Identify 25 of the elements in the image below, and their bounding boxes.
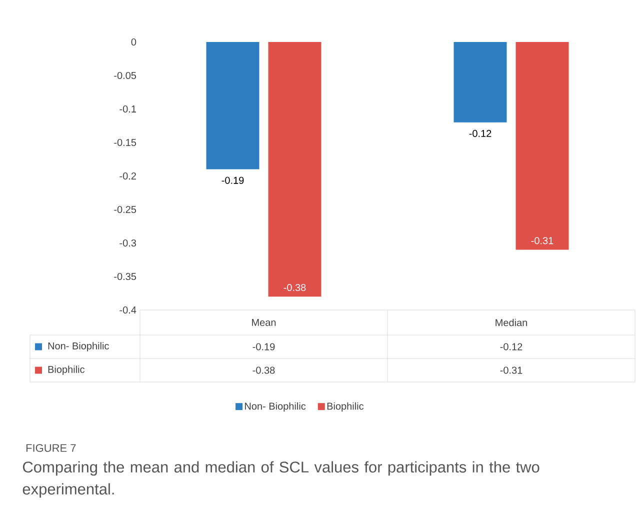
data-label: -0.12 (500, 343, 522, 350)
data-label: -0.19 (252, 343, 275, 350)
y-tick-label: -0.05 (114, 72, 136, 80)
text: -0.38 (284, 284, 306, 292)
caption: FIGURE 7 (26, 444, 76, 452)
text: -0.19 (222, 176, 244, 184)
y-tick-label: -0.3 (120, 239, 136, 247)
text: -0.31 (531, 237, 554, 244)
y-tick-label: -0.2 (120, 172, 136, 180)
data-label: -0.31 (500, 366, 522, 374)
y-tick-label: -0.35 (114, 272, 136, 280)
x-tick-label: Mean (252, 319, 276, 326)
legend-label: Biophilic (327, 402, 364, 412)
data-label: -0.38 (252, 366, 275, 374)
legend-label: Non- Biophilic (48, 342, 109, 352)
text: Biophilic (48, 366, 85, 375)
y-tick-label: -0.15 (114, 138, 136, 146)
text: -0.12 (469, 130, 492, 138)
y-tick-label: -0.25 (114, 206, 136, 214)
x-tick-label: Median (496, 318, 527, 326)
y-tick-label: -0.4 (120, 306, 136, 314)
text: Non- Biophilic (245, 402, 306, 412)
text: Comparing the mean and median of SCL values for participants in the two experimental. (22, 461, 540, 498)
y-tick-label: 0 (131, 38, 136, 46)
y-tick-label: -0.1 (120, 105, 136, 113)
